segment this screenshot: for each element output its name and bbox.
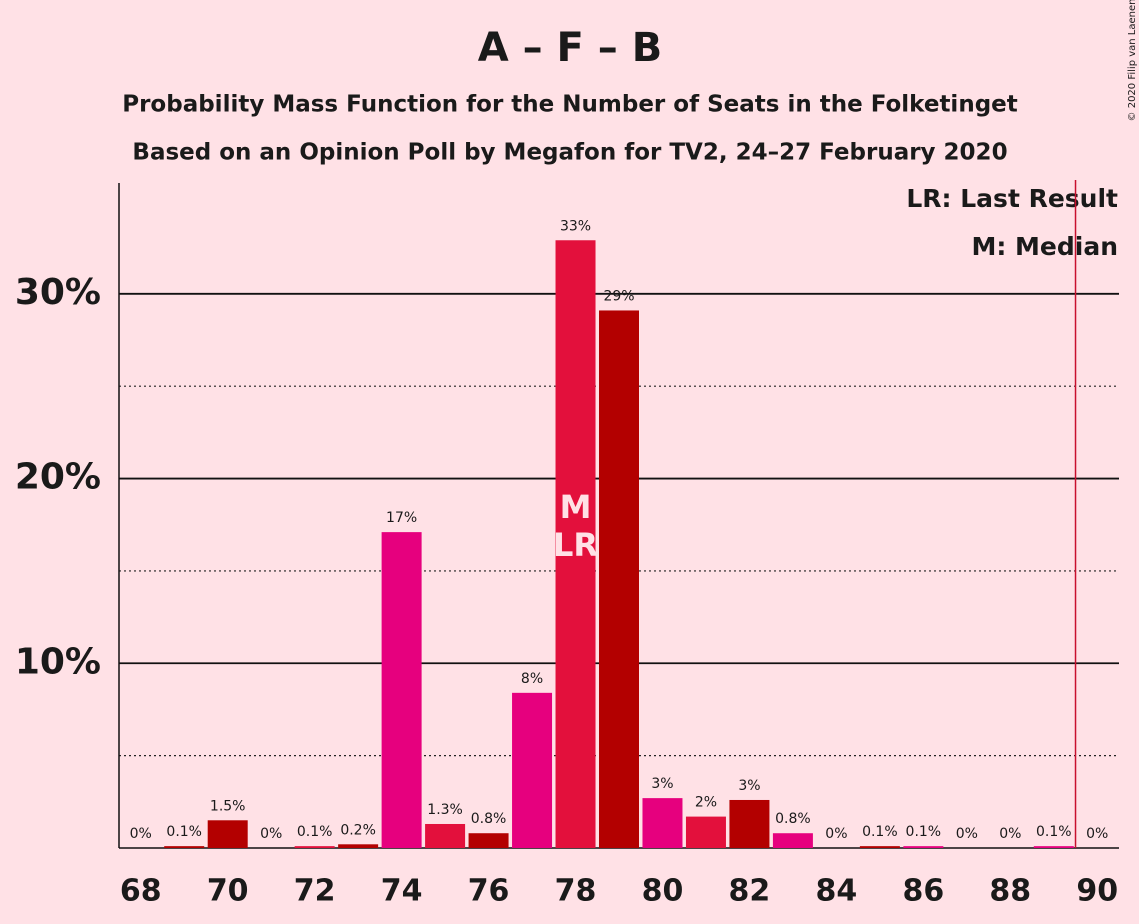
legend-entry: LR: Last Result [906,184,1118,213]
value-label: 8% [521,671,543,687]
value-label: 3% [651,776,673,792]
bar [859,846,900,848]
value-label: 0.8% [775,811,811,827]
bar [425,823,466,848]
value-label: 33% [560,218,591,234]
x-tick-label: 76 [468,874,510,909]
value-label: 0% [825,826,847,842]
x-tick-label: 80 [642,874,684,909]
x-tick-label: 72 [294,874,336,909]
bar [903,846,944,848]
marker-label: LR [553,526,598,564]
chart-title: A – F – B [478,25,662,71]
bar [468,833,509,848]
chart-subtitle: Probability Mass Function for the Number… [122,92,1018,118]
bar [599,310,639,848]
x-tick-label: 84 [816,874,858,909]
x-tick-label: 90 [1076,874,1118,909]
value-label: 17% [386,510,417,526]
copyright: © 2020 Filip van Laenen [1127,0,1138,121]
x-tick-label: 78 [555,874,597,909]
value-label: 0% [130,826,152,842]
value-label: 2% [695,795,717,811]
value-label: 0.2% [340,822,376,838]
value-label: 0% [260,826,282,842]
bar [772,833,813,848]
bar [642,798,683,848]
x-tick-label: 74 [381,874,423,909]
bar [685,816,726,848]
x-tick-label: 86 [902,874,944,909]
y-tick-label: 20% [15,457,101,498]
value-label: 0.1% [1036,824,1072,840]
value-label: 0% [999,826,1021,842]
value-label: 29% [603,288,634,304]
value-label: 0% [956,826,978,842]
bar [338,844,379,848]
value-label: 1.5% [210,798,246,814]
x-tick-label: 82 [729,874,771,909]
value-label: 1.3% [427,802,463,818]
value-label: 0.1% [906,824,942,840]
value-label: 3% [738,778,760,794]
x-tick-label: 88 [989,874,1031,909]
value-label: 0.1% [166,824,202,840]
x-tick-label: 68 [120,874,162,909]
bar [729,799,770,848]
chart-subtitle: Based on an Opinion Poll by Megafon for … [132,140,1007,166]
legend-entry: M: Median [971,232,1118,261]
bar [555,240,596,848]
bar [512,692,553,848]
bar [294,846,335,848]
bar [381,532,422,848]
bar [1033,846,1074,848]
value-label: 0.1% [297,824,333,840]
y-tick-label: 30% [15,272,101,313]
y-tick-label: 10% [15,641,101,682]
value-label: 0.1% [862,824,898,840]
bar [164,846,205,848]
bar [207,820,248,848]
value-label: 0% [1086,826,1108,842]
x-tick-label: 70 [207,874,249,909]
marker-label: M [560,488,592,526]
value-label: 0.8% [471,811,507,827]
